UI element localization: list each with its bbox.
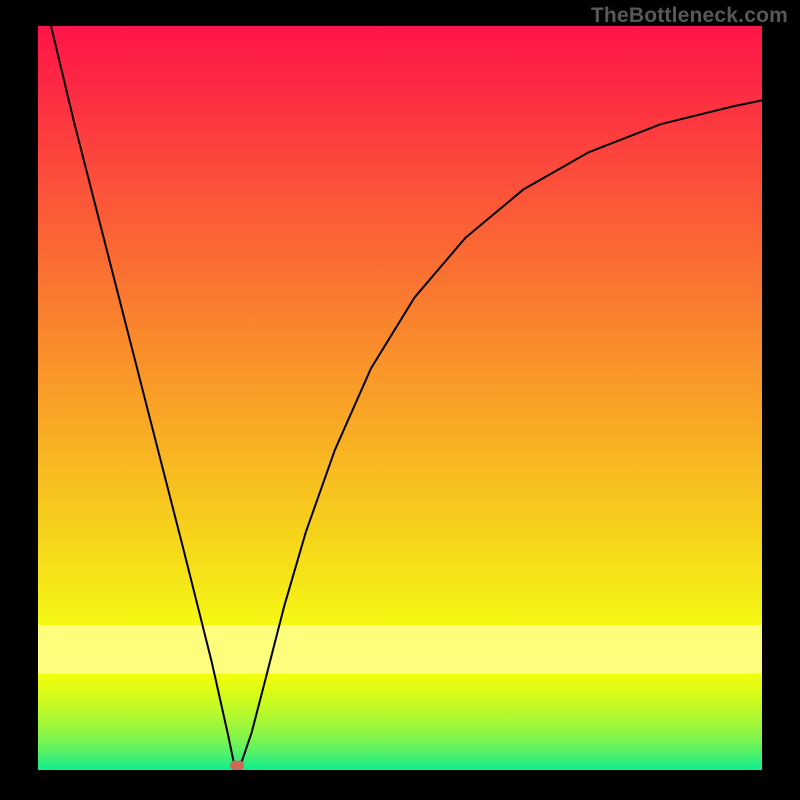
chart-container: { "watermark": { "text": "TheBottleneck.… <box>0 0 800 800</box>
watermark-text: TheBottleneck.com <box>591 4 788 28</box>
gradient-background <box>38 26 762 770</box>
optimal-point-marker <box>230 761 244 770</box>
bottleneck-chart <box>38 26 762 770</box>
